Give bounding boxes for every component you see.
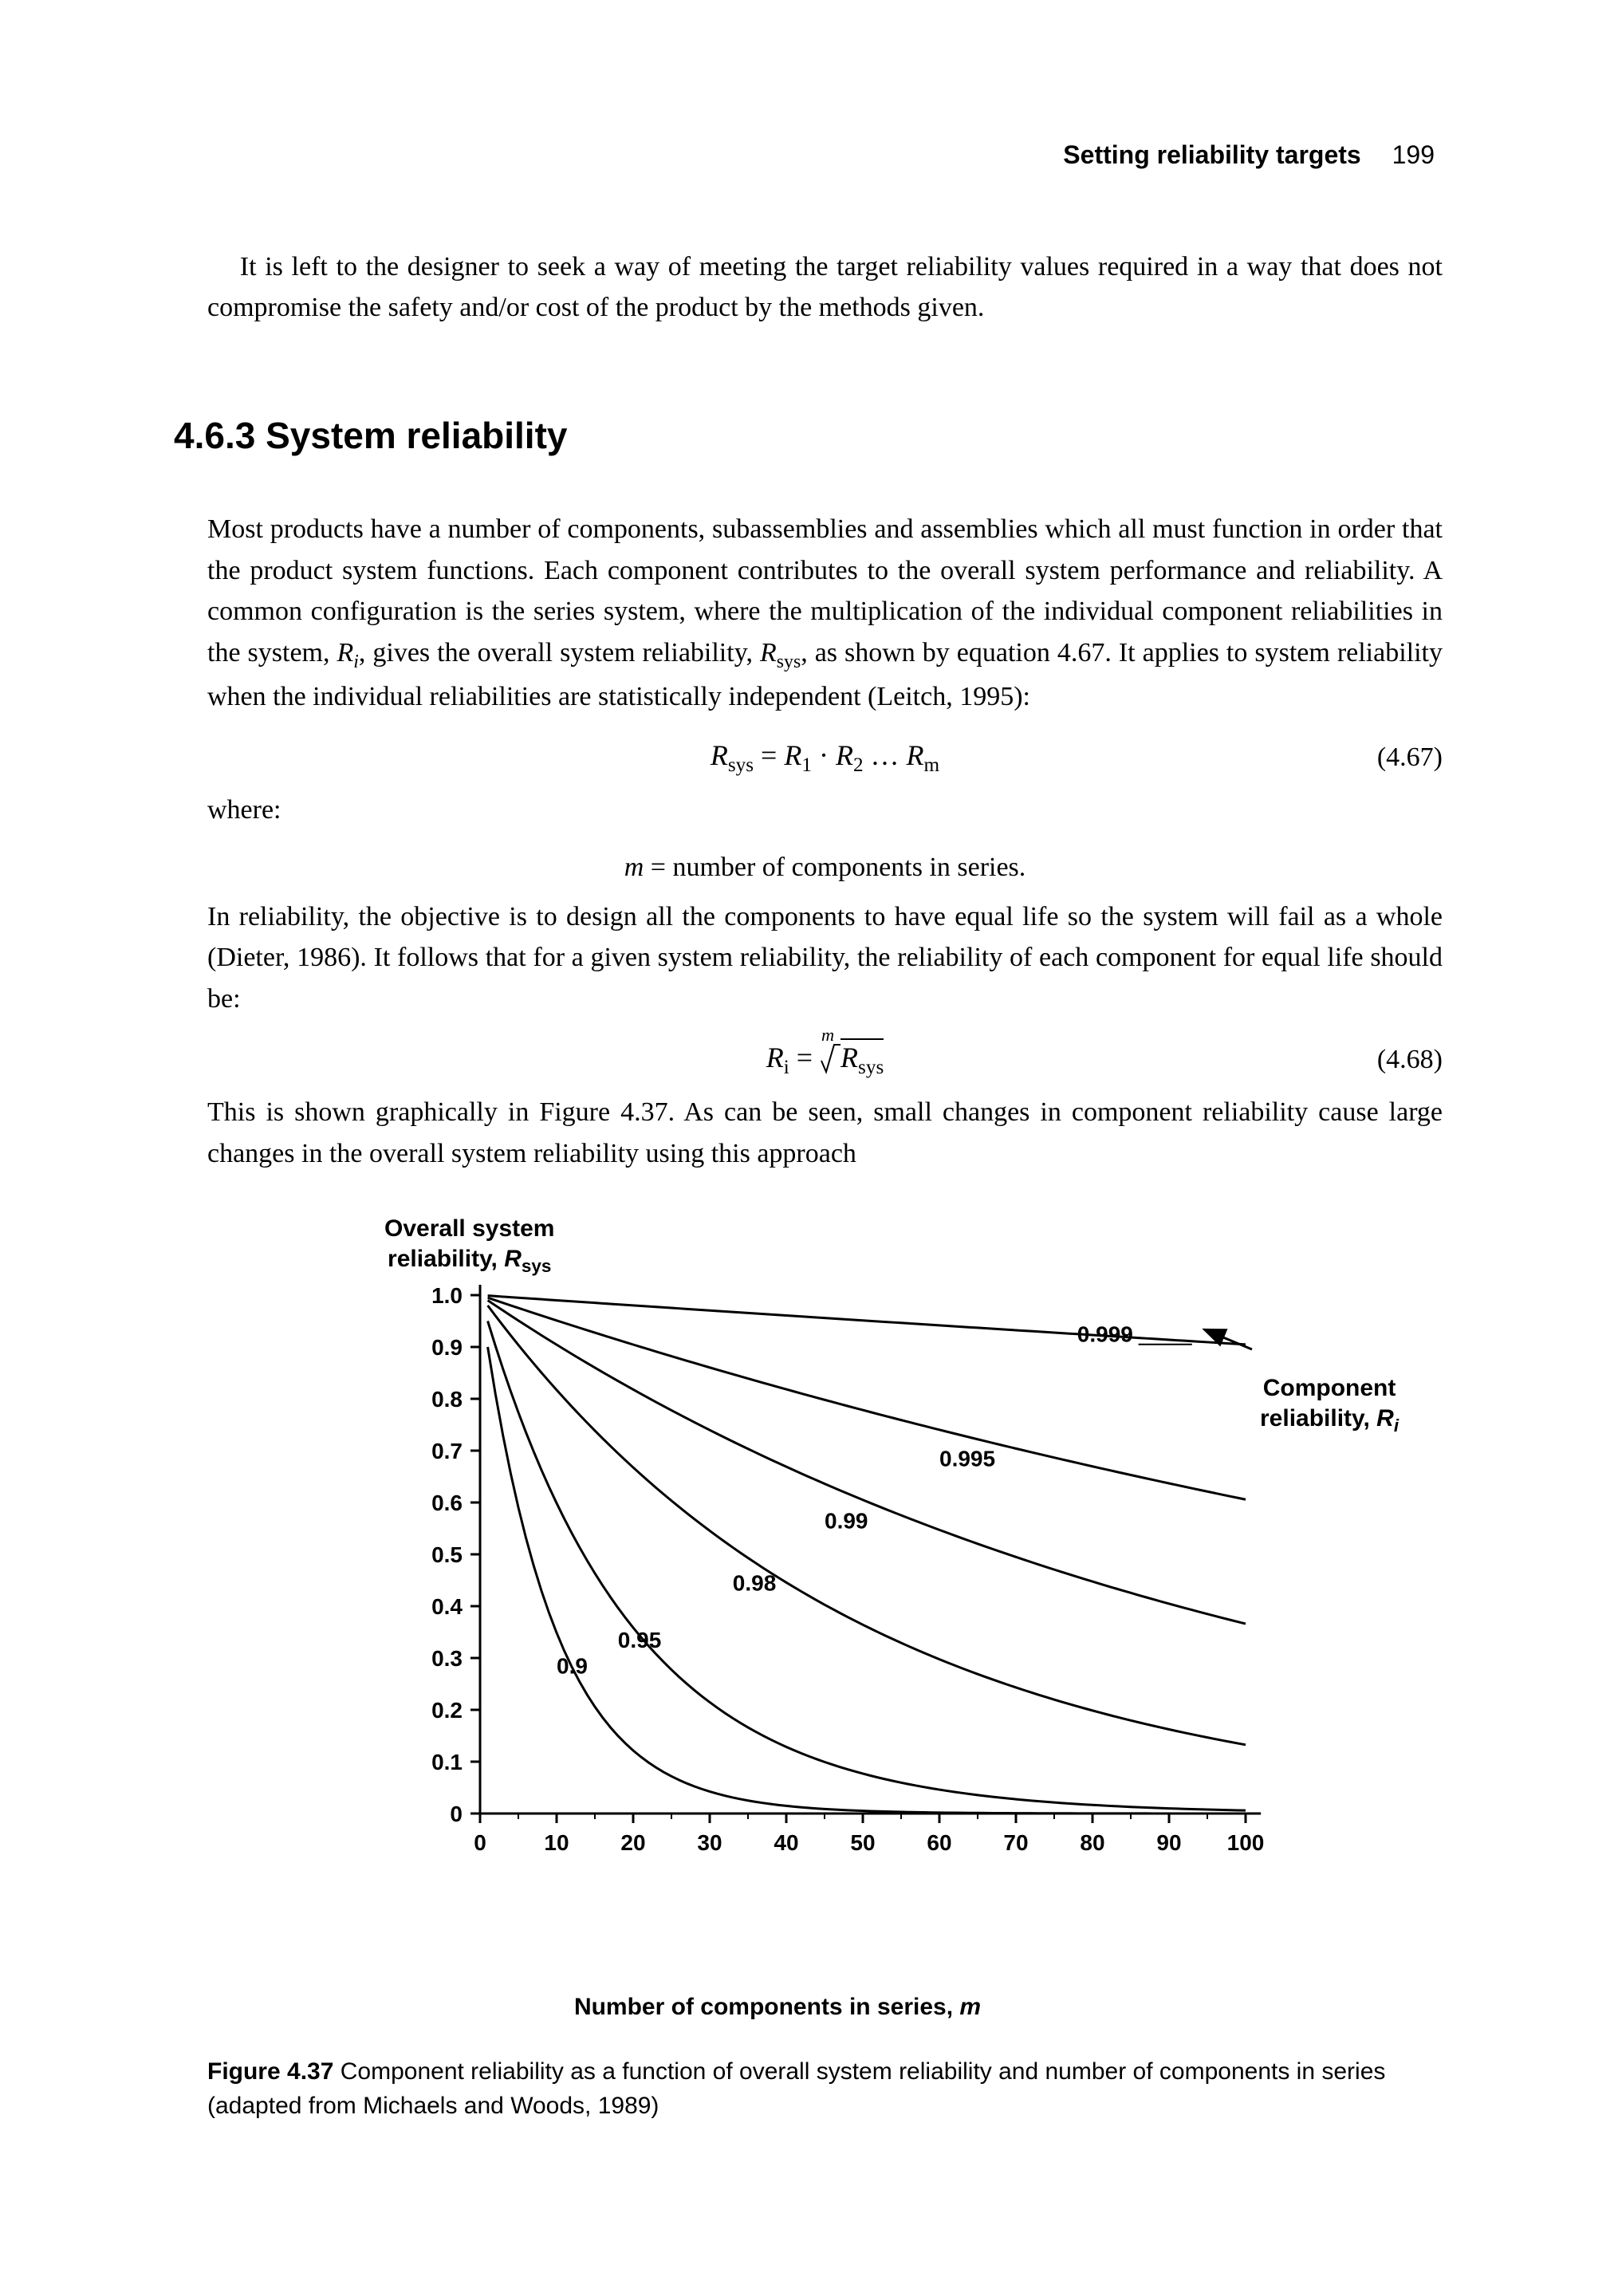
svg-text:0: 0 (474, 1830, 486, 1855)
svg-text:70: 70 (1003, 1830, 1028, 1855)
chart: Overall system reliability, Rsys 0102030… (367, 1222, 1435, 1963)
svg-text:0.98: 0.98 (733, 1571, 777, 1596)
svg-text:10: 10 (544, 1830, 569, 1855)
section-number: 4.6.3 (174, 415, 255, 456)
figure-caption: Figure 4.37 Component reliability as a f… (207, 2054, 1443, 2124)
svg-text:100: 100 (1227, 1830, 1265, 1855)
svg-text:0.9: 0.9 (557, 1654, 588, 1679)
svg-text:0.95: 0.95 (618, 1628, 662, 1652)
svg-text:0.999: 0.999 (1077, 1322, 1133, 1347)
figure-4-37: Overall system reliability, Rsys 0102030… (207, 1222, 1443, 2124)
chart-svg: 0 10 20 30 40 50 60 70 80 90 100 0 0.1 0.2 0.3 0.4 0.5 0.… (367, 1222, 1435, 1963)
equation-body: Rsys = R1 · R2 … Rm (711, 734, 939, 781)
svg-text:50: 50 (850, 1830, 875, 1855)
paragraph-1: Most products have a number of component… (207, 509, 1443, 718)
side-label: Component reliability, Ri (1260, 1373, 1399, 1437)
paragraph-2: In reliability, the objective is to desi… (207, 896, 1443, 1020)
section-heading: 4.6.3 System reliability (174, 408, 1443, 464)
page-header: Setting reliability targets 199 (207, 136, 1443, 175)
svg-text:0.1: 0.1 (431, 1750, 463, 1774)
svg-text:0: 0 (450, 1802, 463, 1826)
page-number: 199 (1392, 140, 1435, 169)
svg-text:30: 30 (697, 1830, 722, 1855)
svg-text:0.4: 0.4 (431, 1594, 463, 1619)
svg-text:0.8: 0.8 (431, 1387, 463, 1412)
paragraph-3: This is shown graphically in Figure 4.37… (207, 1092, 1443, 1174)
svg-text:0.9: 0.9 (431, 1335, 463, 1360)
svg-text:80: 80 (1080, 1830, 1104, 1855)
svg-text:0.3: 0.3 (431, 1646, 463, 1671)
where-definition: m = number of components in series. (207, 847, 1443, 888)
equation-body-2: Ri = m Rsys (766, 1036, 884, 1083)
svg-text:20: 20 (620, 1830, 645, 1855)
x-axis-title: Number of components in series, m (339, 1989, 1216, 2026)
svg-text:0.995: 0.995 (939, 1447, 995, 1471)
intro-paragraph: It is left to the designer to seek a way… (207, 246, 1443, 329)
svg-text:90: 90 (1156, 1830, 1181, 1855)
equation-number: (4.67) (1377, 737, 1443, 778)
svg-text:0.99: 0.99 (825, 1509, 868, 1534)
equation-number-2: (4.68) (1377, 1039, 1443, 1081)
svg-text:1.0: 1.0 (431, 1283, 463, 1308)
equation-4-68: Ri = m Rsys (4.68) (207, 1036, 1443, 1084)
svg-text:0.5: 0.5 (431, 1542, 463, 1567)
running-title: Setting reliability targets (1063, 140, 1360, 169)
equation-4-67: Rsys = R1 · R2 … Rm (4.67) (207, 734, 1443, 782)
svg-text:0.2: 0.2 (431, 1698, 463, 1723)
svg-text:40: 40 (774, 1830, 798, 1855)
svg-text:0.7: 0.7 (431, 1439, 463, 1463)
section-title: System reliability (266, 415, 567, 456)
where-label: where: (207, 790, 1443, 831)
svg-text:0.6: 0.6 (431, 1491, 463, 1515)
svg-text:60: 60 (927, 1830, 951, 1855)
